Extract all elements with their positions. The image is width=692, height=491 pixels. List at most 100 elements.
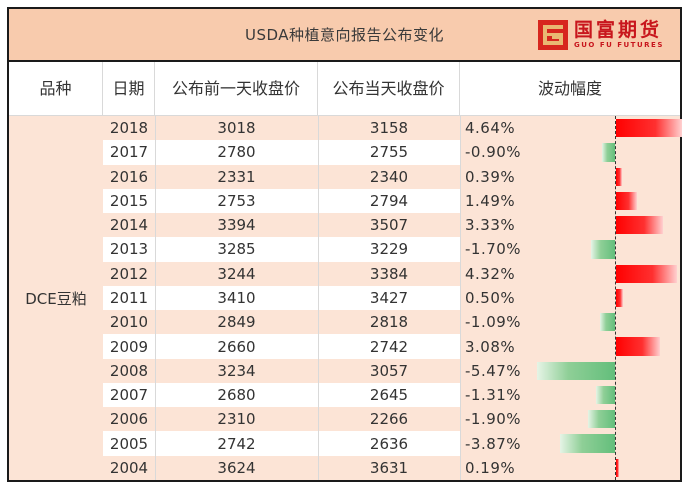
change-cell: -1.90% — [465, 410, 522, 429]
date-cell: 2012 — [109, 264, 149, 283]
prev-close-cell: 3234 — [217, 361, 256, 380]
positive-data-bar — [616, 337, 660, 356]
variety-cell: DCE豆粕 — [25, 289, 87, 308]
change-cell: -1.09% — [465, 313, 522, 332]
table-row: 2013 3285 3229 -1.70% — [103, 237, 680, 262]
col-header-prev-close: 公布前一天收盘价 — [155, 62, 318, 115]
close-cell: 2645 — [369, 386, 409, 405]
table-row: 2018 3018 3158 4.64% — [103, 116, 682, 141]
title-row: USDA种植意向报告公布变化 国富期货 GUO FU FUTURES — [9, 9, 680, 62]
positive-data-bar — [616, 264, 678, 283]
change-cell: 4.32% — [465, 264, 516, 283]
close-cell: 2636 — [369, 434, 409, 453]
change-cell: -1.70% — [465, 240, 522, 259]
col-header-change: 波动幅度 — [537, 79, 602, 98]
change-cell: 0.50% — [465, 288, 516, 307]
date-cell: 2010 — [109, 313, 149, 332]
col-header-variety: 品种 — [9, 62, 103, 115]
spreadsheet-table: USDA种植意向报告公布变化 国富期货 GUO FU FUTURES 品种 日期… — [7, 7, 682, 482]
date-cell: 2005 — [109, 434, 149, 453]
close-cell: 2794 — [369, 191, 409, 210]
change-cell: 0.19% — [465, 458, 516, 477]
positive-data-bar — [616, 216, 664, 235]
col-header-close: 公布当天收盘价 — [318, 62, 460, 115]
date-cell: 2007 — [109, 386, 149, 405]
positive-data-bar — [616, 119, 682, 138]
table-row: 2011 3410 3427 0.50% — [103, 285, 680, 311]
close-cell: 2340 — [369, 167, 409, 186]
prev-close-cell: 2753 — [217, 191, 256, 210]
change-cell: 3.33% — [465, 216, 516, 235]
close-cell: 2742 — [369, 337, 409, 356]
positive-data-bar — [616, 288, 624, 308]
change-cell: 3.08% — [465, 337, 516, 356]
prev-close-cell: 2680 — [217, 386, 256, 405]
table-row: 2006 2310 2266 -1.90% — [103, 407, 680, 432]
close-cell: 2266 — [369, 410, 409, 429]
col-header-date: 日期 — [103, 62, 155, 115]
prev-close-cell: 3244 — [217, 264, 256, 283]
positive-data-bar — [616, 191, 638, 211]
date-cell: 2008 — [109, 361, 149, 380]
date-cell: 2018 — [109, 119, 149, 138]
positive-data-bar — [616, 167, 622, 186]
negative-data-bar — [537, 361, 615, 380]
table-row: 2014 3394 3507 3.33% — [103, 213, 680, 238]
close-cell: 3384 — [369, 264, 409, 283]
column-header-row: 品种 日期 公布前一天收盘价 公布当天收盘价 波动幅度 — [9, 62, 680, 116]
prev-close-cell: 3394 — [217, 216, 256, 235]
change-cell: -5.47% — [465, 361, 522, 380]
table-row: 2015 2753 2794 1.49% — [103, 188, 680, 214]
change-cell: -3.87% — [465, 434, 522, 453]
bar-zero-axis — [615, 116, 616, 480]
table-row: 2010 2849 2818 -1.09% — [103, 310, 680, 335]
date-cell: 2013 — [109, 240, 149, 259]
change-cell: -1.31% — [465, 386, 522, 405]
date-cell: 2016 — [109, 167, 149, 186]
close-cell: 3631 — [369, 458, 409, 477]
table-row: 2012 3244 3384 4.32% — [103, 261, 680, 286]
negative-data-bar — [602, 143, 615, 162]
negative-data-bar — [596, 385, 615, 405]
date-cell: 2015 — [109, 191, 149, 210]
change-cell: -0.90% — [465, 143, 522, 162]
prev-close-cell: 2849 — [217, 313, 256, 332]
company-logo: 国富期货 GUO FU FUTURES — [538, 16, 664, 54]
close-cell: 2818 — [369, 313, 409, 332]
prev-close-cell: 2331 — [217, 167, 256, 186]
date-cell: 2004 — [109, 458, 149, 477]
close-cell: 3427 — [369, 288, 409, 307]
table-row: 2016 2331 2340 0.39% — [103, 164, 680, 189]
negative-data-bar — [590, 240, 615, 259]
change-cell: 0.39% — [465, 167, 516, 186]
date-cell: 2009 — [109, 337, 149, 356]
negative-data-bar — [599, 313, 615, 332]
close-cell: 3507 — [369, 216, 409, 235]
change-cell: 4.64% — [465, 119, 516, 138]
close-cell: 2755 — [369, 143, 409, 162]
prev-close-cell: 3285 — [217, 240, 256, 259]
close-cell: 3229 — [369, 240, 409, 259]
change-cell: 1.49% — [465, 191, 516, 210]
close-cell: 3057 — [369, 361, 409, 380]
date-cell: 2014 — [109, 216, 149, 235]
close-cell: 3158 — [369, 119, 409, 138]
prev-close-cell: 3410 — [217, 288, 256, 307]
table-row: 2017 2780 2755 -0.90% — [103, 140, 680, 165]
date-cell: 2006 — [109, 410, 149, 429]
table-row: 2005 2742 2636 -3.87% — [103, 431, 680, 456]
negative-data-bar — [560, 434, 615, 453]
table-row: 2007 2680 2645 -1.31% — [103, 382, 680, 408]
prev-close-cell: 3018 — [217, 119, 256, 138]
prev-close-cell: 2660 — [217, 337, 256, 356]
prev-close-cell: 2780 — [217, 143, 256, 162]
table-row: 2004 3624 3631 0.19% — [103, 455, 680, 480]
date-cell: 2017 — [109, 143, 149, 162]
prev-close-cell: 3624 — [217, 458, 256, 477]
positive-data-bar — [616, 458, 619, 477]
table-title: USDA种植意向报告公布变化 — [244, 26, 445, 44]
date-cell: 2011 — [109, 288, 149, 307]
prev-close-cell: 2742 — [217, 434, 256, 453]
logo-mark-icon — [538, 20, 568, 50]
prev-close-cell: 2310 — [217, 410, 256, 429]
